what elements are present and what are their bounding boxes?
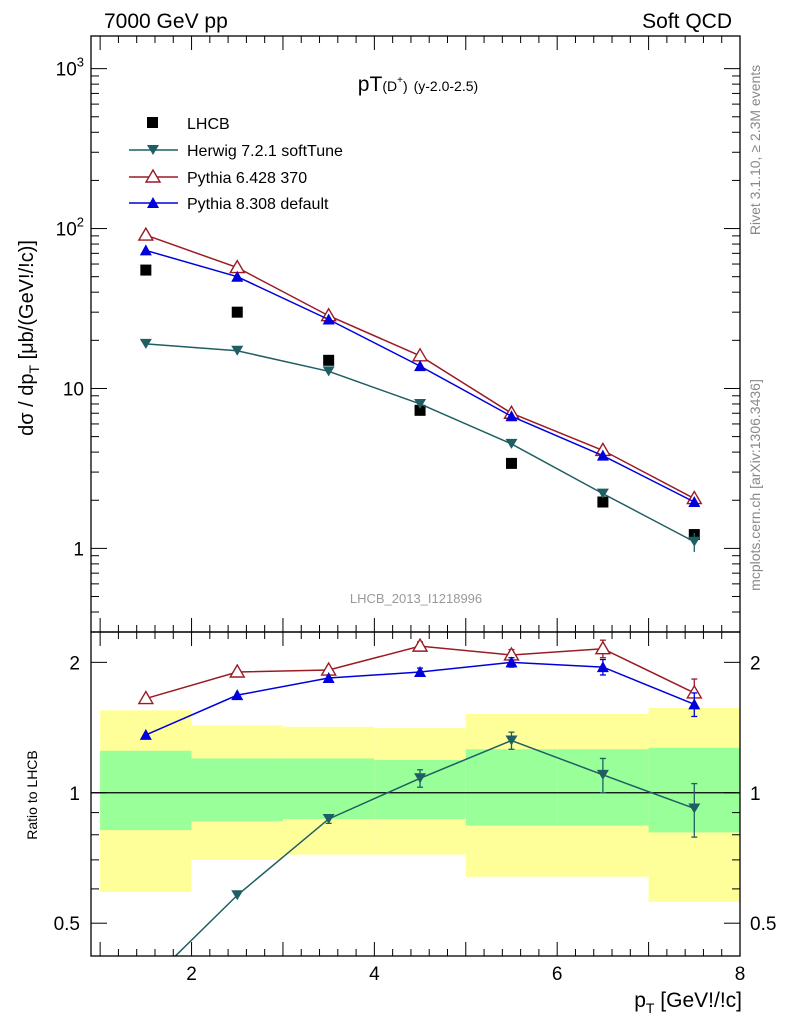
mcplots-label: mcplots.cern.ch [arXiv:1306.3436] [747,379,763,591]
pythia8-point [505,410,518,422]
band-inner-0 [100,750,192,831]
herwig-point [139,338,152,349]
data-point [597,496,609,508]
plot-title-sup: + [397,75,403,86]
x-axis-label-a: p [634,989,646,1012]
pythia6-point [411,347,429,362]
analysis-watermark: LHCB_2013_I1218996 [350,591,482,606]
x-axis-label-b: [GeV!/!c] [654,989,742,1012]
y-tick-label-top: 103 [56,55,84,81]
band-inner-1 [191,758,283,822]
herwig-point [414,398,427,409]
herwig-point [322,366,335,377]
legend-marker-lhcb [147,117,158,128]
herwig-ratio-point [688,803,701,814]
legend-label-lhcb: LHCB [187,116,230,133]
data-point [231,306,243,318]
band-inner-2 [282,758,375,819]
herwig-point [505,438,518,449]
y-tick-label-bottom-right: 2 [750,653,761,674]
y-tick-label-top: 10 [63,379,84,400]
x-tick-label: 8 [735,964,746,985]
y-tick-label-top: 102 [56,215,84,241]
top-y-axis-label-a: dσ / dp [16,374,38,436]
rivet-label: Rivet 3.1.10, ≥ 2.3M events [747,65,763,235]
pythia8-point [596,449,609,461]
ratio-uncertainty-bands [91,707,740,902]
y-tick-label-top: 1 [73,539,84,560]
legend-marker-pythia6 [144,168,162,183]
herwig-ratio-point [414,773,427,784]
plot-title-close: ) [403,78,408,94]
pythia8-point [322,313,335,325]
herwig-ratio-point [505,735,518,746]
header-left: 7000 GeV pp [104,10,228,33]
plot-title-paren: (D [382,78,397,94]
legend: LHCB Herwig 7.2.1 softTune Pythia 6.428 … [129,116,343,213]
plot-title: pT(D+) (y-2.0-2.5) [358,73,478,96]
herwig-ratio-point [231,890,244,901]
pythia6-ratio-point [229,663,246,678]
band-inner-3 [374,760,466,819]
pythia6-ratio-point [594,640,612,655]
top-series [137,226,703,552]
herwig-line [145,343,695,543]
data-point [323,354,335,366]
bottom-panel-frame [90,631,741,957]
data-point [505,457,517,469]
header-right: Soft QCD [642,10,732,33]
pythia8-ratio-point [414,665,427,677]
pythia6-point [137,226,155,241]
legend-marker-herwig [147,145,159,155]
top-y-axis-label-b: [μb/(GeV!/!c)] [16,240,38,365]
legend-label-herwig: Herwig 7.2.1 softTune [187,143,343,160]
top-y-axis-label-sub: T [26,365,42,374]
pythia8-ratio-point [596,661,609,673]
pythia8-ratio-point [231,689,244,701]
herwig-ratio-point [322,813,335,824]
pythia8-ratio-point [688,698,701,710]
pythia6-ratio-point [137,690,155,705]
pythia8-point [688,496,701,508]
herwig-ratio-point [596,769,609,780]
x-tick-label: 4 [369,964,380,985]
pythia8-point [414,360,427,372]
y-tick-label-bottom: 1 [69,784,80,805]
x-tick-label: 6 [552,964,563,985]
y-tick-label-bottom-right: 0.5 [750,914,776,935]
ratio-series [137,637,703,956]
bottom-y-axis-label: Ratio to LHCB [24,750,40,839]
pythia8-line [145,249,695,503]
herwig-point [596,488,609,499]
pythia8-point [139,244,152,256]
pythia8-ratio-point [139,728,152,740]
pythia6-ratio-point [411,637,429,652]
legend-marker-pythia8 [147,197,159,208]
plot-title-main: pT [358,73,383,96]
band-inner-4 [465,749,558,826]
x-axis-label: pT [GeV!/!c] [634,989,742,1016]
herwig-point [688,536,701,547]
x-axis-label-sub: T [646,1000,655,1016]
legend-label-pythia6: Pythia 6.428 370 [187,170,307,187]
data-point [140,264,152,276]
pythia8-ratio-point [322,672,335,684]
data-point [414,404,426,416]
x-tick-label: 2 [186,964,197,985]
pythia8-point [231,270,244,282]
top-axis-ticks: 1 10 102 103 [56,36,741,633]
y-tick-label-bottom-right: 1 [750,784,761,805]
y-tick-label-bottom: 2 [69,653,80,674]
legend-label-pythia8: Pythia 8.308 default [187,196,329,213]
top-y-axis-label: dσ / dpT [μb/(GeV!/!c)] [16,240,42,436]
y-tick-label-bottom: 0.5 [54,914,80,935]
herwig-point [231,345,244,356]
plot-title-range: (y-2.0-2.5) [414,78,479,94]
pythia8-ratio-point [505,656,518,668]
bottom-axis-ticks: 2 4 6 8 0.5 0.5 1 1 2 2 [54,632,776,985]
